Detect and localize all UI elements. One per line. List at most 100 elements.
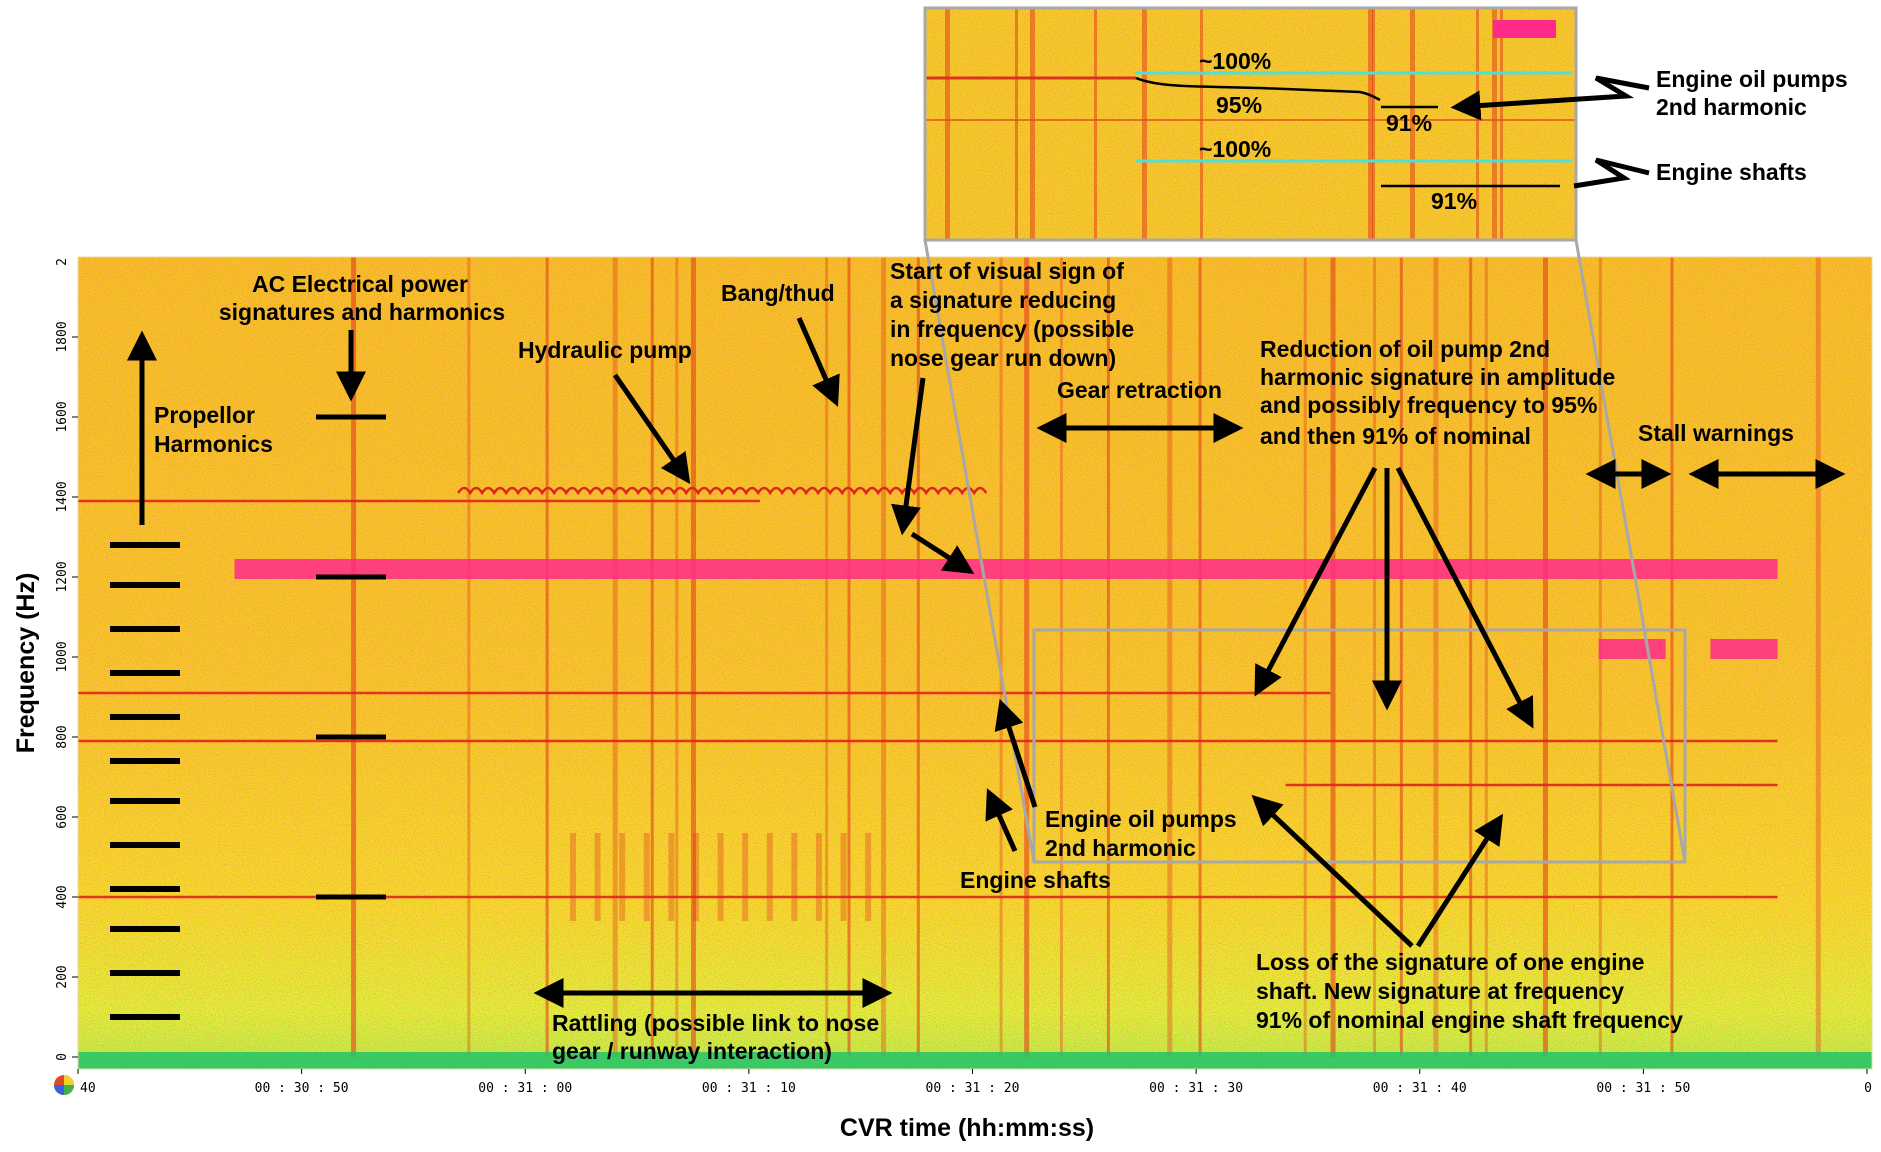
transient-streak: [1167, 257, 1173, 1057]
inset-streak: [1015, 8, 1018, 240]
svg-text:nose gear run down): nose gear run down): [890, 345, 1116, 371]
annotation-ac-power: AC Electrical power signatures and harmo…: [219, 271, 505, 402]
annotation-reduction: Reduction of oil pump 2nd harmonic signa…: [1254, 336, 1615, 729]
propeller-harmonic-markers: [110, 542, 180, 1020]
svg-text:Reduction of oil pump 2nd: Reduction of oil pump 2nd: [1260, 336, 1550, 362]
zigzag-arrow-oil: [1450, 75, 1650, 121]
rattling-blob: [840, 833, 847, 921]
transient-streak: [1330, 257, 1336, 1057]
inset-callout-engine-shafts: Engine shafts: [1573, 157, 1807, 189]
transient-streak: [1433, 257, 1439, 1057]
svg-text:a signature reducing: a signature reducing: [890, 287, 1116, 313]
svg-text:Start of visual sign of: Start of visual sign of: [890, 258, 1124, 284]
annotation-start-sign: Start of visual sign of a signature redu…: [890, 258, 1134, 575]
svg-text:Rattling (possible link to nos: Rattling (possible link to nose: [552, 1010, 879, 1036]
transient-streak: [916, 257, 920, 1057]
y-tick-label: 600: [55, 805, 70, 828]
svg-text:Loss of the signature of one e: Loss of the signature of one engine: [1256, 949, 1644, 975]
x-tick-label: 0: [1864, 1081, 1872, 1096]
transient-streak: [1059, 257, 1063, 1057]
transient-streak: [1484, 257, 1488, 1057]
svg-text:2nd harmonic: 2nd harmonic: [1045, 835, 1196, 861]
inset-streak: [1372, 8, 1375, 240]
rattling-blob: [815, 833, 822, 921]
x-tick-label: 00 : 31 : 40: [1373, 1081, 1467, 1096]
arrow-loss-1: [1251, 794, 1414, 948]
svg-text:and then 91% of nominal: and then 91% of nominal: [1260, 423, 1531, 449]
y-tick-label: 200: [55, 965, 70, 988]
svg-text:Hydraulic pump: Hydraulic pump: [518, 337, 692, 363]
inset-label-100b: ~100%: [1199, 136, 1271, 162]
inset-frame: [923, 6, 1578, 242]
svg-text:Engine oil pumps: Engine oil pumps: [1656, 66, 1848, 92]
inset-streak: [1492, 8, 1497, 240]
rattling-blob: [569, 833, 576, 921]
inset-streak: [1094, 8, 1097, 240]
transient-streak: [881, 257, 887, 1057]
inset-streak: [945, 8, 950, 240]
annotation-hydraulic-pump: Hydraulic pump: [518, 337, 692, 485]
inset-callout-oil-pumps: Engine oil pumps 2nd harmonic: [1450, 66, 1848, 121]
zoom-connector-left: [923, 239, 1036, 863]
annotation-loss-of-signature: Loss of the signature of one engine shaf…: [1251, 794, 1683, 1033]
transient-streak: [351, 257, 357, 1057]
transient-streak: [1670, 257, 1674, 1057]
x-tick-label: 40: [80, 1081, 96, 1096]
y-axis-ticks: 0 200 400 600 800 1000 1200 1400 1600 1800 2: [55, 258, 78, 1061]
rattling-blob: [668, 833, 675, 921]
transient-streak: [847, 257, 851, 1057]
signature-strong-band: [234, 559, 1778, 579]
y-tick-label: 0: [55, 1053, 70, 1061]
y-tick-label: 400: [55, 885, 70, 908]
arrow-start-sign-2: [910, 531, 975, 575]
y-tick-label-top: 2: [55, 258, 70, 266]
x-axis-ticks: 40 00 : 30 : 50 00 : 31 : 00 00 : 31 : 10 00…: [77, 1069, 1872, 1096]
annotation-engine-oil-pumps: Engine oil pumps 2nd harmonic: [994, 698, 1237, 861]
arrow-reduction-3: [1395, 466, 1534, 729]
inset-streak: [1368, 8, 1373, 240]
transient-streak: [545, 257, 549, 1057]
arrow-reduction-1: [1254, 466, 1378, 697]
transient-streak: [690, 257, 696, 1057]
inset-streak: [1030, 8, 1035, 240]
ac-power-harmonic-markers: [316, 414, 386, 900]
svg-text:Harmonics: Harmonics: [154, 431, 273, 457]
svg-text:Engine oil pumps: Engine oil pumps: [1045, 806, 1237, 832]
transient-streak: [612, 257, 618, 1057]
inset-label-91a: 91%: [1386, 110, 1432, 136]
rattling-blob: [766, 833, 773, 921]
low-frequency-floor: [78, 1052, 1872, 1069]
inset-label-91b: 91%: [1431, 188, 1477, 214]
annotation-gear-retraction: Gear retraction: [1036, 377, 1244, 443]
signature-stall-2: [1710, 639, 1778, 659]
y-tick-label: 1600: [55, 401, 70, 432]
y-tick-label: 1000: [55, 641, 70, 672]
svg-text:91% of nominal engine shaft fr: 91% of nominal engine shaft frequency: [1256, 1007, 1683, 1033]
annotation-propellor: Propellor Harmonics: [127, 330, 273, 525]
rattling-blob: [791, 833, 798, 921]
transient-streak: [650, 257, 654, 1057]
svg-text:Propellor: Propellor: [154, 402, 255, 428]
inset-label-95: 95%: [1216, 92, 1262, 118]
annotation-rattling: Rattling (possible link to nose gear / r…: [533, 978, 893, 1064]
svg-text:and possibly frequency to 95%: and possibly frequency to 95%: [1260, 392, 1597, 418]
svg-text:Stall warnings: Stall warnings: [1638, 420, 1794, 446]
inset-streak: [1410, 8, 1415, 240]
spectrogram-plot: [78, 257, 1872, 1069]
x-tick-label: 00 : 31 : 00: [478, 1081, 572, 1096]
svg-text:Bang/thud: Bang/thud: [721, 280, 835, 306]
arrow-engine-shafts: [985, 788, 1018, 853]
x-tick-label: 00 : 31 : 20: [926, 1081, 1020, 1096]
inset-line-95: [1135, 76, 1381, 102]
transient-streak: [1815, 257, 1821, 1057]
arrow-hydraulic: [612, 373, 691, 485]
svg-text:AC Electrical power: AC Electrical power: [252, 271, 468, 297]
arrow-start-sign: [891, 377, 926, 536]
arrow-oil-pumps: [994, 698, 1038, 808]
inset-zoom: ~100% 95% 91% ~100% 91%: [923, 6, 1578, 242]
plot-frame: [77, 256, 1873, 1070]
arrow-bang: [796, 316, 840, 407]
color-wheel-icon: [54, 1075, 74, 1095]
x-tick-label: 00 : 30 : 50: [255, 1081, 349, 1096]
